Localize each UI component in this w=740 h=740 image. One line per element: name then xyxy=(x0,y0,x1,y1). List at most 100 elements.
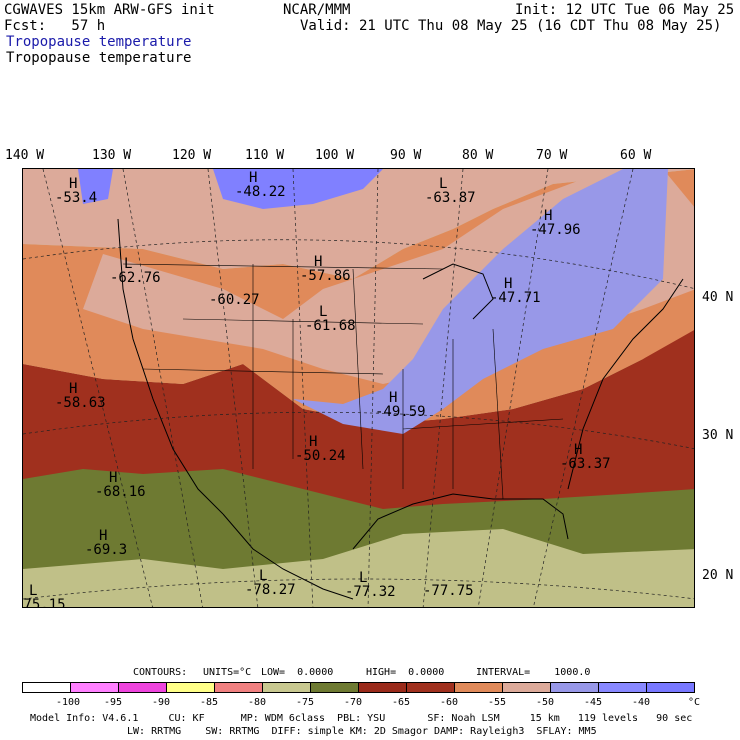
pressure-value-label: -77.75 xyxy=(423,583,474,599)
field-label-primary: Tropopause temperature xyxy=(6,34,192,50)
contours-label: CONTOURS: xyxy=(133,667,188,678)
lat-label-20n: 20 N xyxy=(702,568,734,583)
contours-high: HIGH= 0.0000 xyxy=(366,667,445,678)
pressure-value-label: -62.76 xyxy=(110,270,161,286)
legend-tick-label: -75 xyxy=(296,697,315,708)
pressure-value-label: -49.59 xyxy=(375,404,426,420)
legend-swatch xyxy=(118,682,167,693)
legend-tick-label: -95 xyxy=(104,697,123,708)
low-marker: L xyxy=(359,570,368,586)
high-marker: H xyxy=(69,381,78,397)
legend-tick-label: -45 xyxy=(584,697,603,708)
pressure-value-label: -61.68 xyxy=(305,318,356,334)
legend-tick-label: -70 xyxy=(344,697,363,708)
legend-swatch xyxy=(454,682,503,693)
legend-swatch xyxy=(70,682,119,693)
high-marker: H xyxy=(574,442,583,458)
lat-label-40n: 40 N xyxy=(702,290,734,305)
init-time: Init: 12 UTC Tue 06 May 25 xyxy=(515,2,735,18)
model-info-line1: Model Info: V4.6.1 CU: KF MP: WDM 6class… xyxy=(30,713,693,724)
low-marker: L xyxy=(439,176,448,192)
high-marker: H xyxy=(314,254,323,270)
pressure-value-label: -68.16 xyxy=(95,484,146,500)
legend-swatch xyxy=(214,682,263,693)
lon-label: 60 W xyxy=(620,148,652,163)
lat-label-30n: 30 N xyxy=(702,428,734,443)
legend-swatch xyxy=(310,682,359,693)
legend-tick-label: -65 xyxy=(392,697,411,708)
low-marker: L xyxy=(259,568,268,584)
legend-swatch xyxy=(22,682,71,693)
contours-units: UNITS=°C xyxy=(203,667,252,678)
high-marker: H xyxy=(544,208,553,224)
lon-label: 130 W xyxy=(92,148,132,163)
contours-interval: INTERVAL= 1000.0 xyxy=(476,667,591,678)
forecast-hour: Fcst: 57 h xyxy=(4,18,106,34)
legend-swatch xyxy=(262,682,311,693)
cold-region-north xyxy=(213,169,383,209)
pressure-value-label: -48.22 xyxy=(235,184,286,200)
pressure-value-label: -53.4 xyxy=(55,190,98,206)
pressure-value-label: -50.24 xyxy=(295,448,346,464)
low-marker: L xyxy=(319,304,328,320)
lon-label: 90 W xyxy=(390,148,422,163)
high-marker: H xyxy=(99,528,108,544)
legend-unit: °C xyxy=(688,697,701,708)
graticule xyxy=(23,169,694,607)
lon-label: 70 W xyxy=(536,148,568,163)
pressure-value-label: -75.15 xyxy=(23,597,66,608)
high-marker: H xyxy=(109,470,118,486)
legend-swatch xyxy=(646,682,695,693)
high-marker: H xyxy=(69,176,78,192)
map-panel: H -53.4 H -48.22 L -63.87 H -47.96 L -62.76 H -57.8… xyxy=(22,168,695,608)
state-borders xyxy=(122,263,564,500)
legend-tick-label: -50 xyxy=(536,697,555,708)
legend-swatch xyxy=(406,682,455,693)
model-info-line2: LW: RRTMG SW: RRTMG DIFF: simple KM: 2D … xyxy=(127,726,597,737)
legend-swatch xyxy=(166,682,215,693)
lon-label: 140 W xyxy=(5,148,45,163)
band-dark-red xyxy=(23,320,694,509)
legend-tick-label: -85 xyxy=(200,697,219,708)
org-title: NCAR/MMM xyxy=(283,2,351,18)
lon-label: 110 W xyxy=(245,148,285,163)
legend-swatch xyxy=(502,682,551,693)
pressure-value-label: -63.37 xyxy=(560,456,611,472)
legend-swatch xyxy=(598,682,647,693)
legend-tick-label: -40 xyxy=(632,697,651,708)
legend-tick-label: -55 xyxy=(488,697,507,708)
high-marker: H xyxy=(249,170,258,186)
low-marker: L xyxy=(29,583,38,599)
cold-region-northwest xyxy=(78,169,113,204)
pressure-value-label: -77.32 xyxy=(345,584,396,600)
pressure-value-label: -78.27 xyxy=(245,582,296,598)
model-title: CGWAVES 15km ARW-GFS init xyxy=(4,2,215,18)
pressure-value-label: -69.3 xyxy=(85,542,128,558)
pressure-value-label: -47.71 xyxy=(490,290,541,306)
legend-swatch xyxy=(358,682,407,693)
lon-label: 100 W xyxy=(315,148,355,163)
legend-tick-label: -90 xyxy=(152,697,171,708)
pressure-value-label: -60.27 xyxy=(209,292,260,308)
cold-region-east xyxy=(293,169,668,434)
low-marker: L xyxy=(124,256,133,272)
lon-label: 120 W xyxy=(172,148,212,163)
coastlines xyxy=(117,218,684,600)
pressure-value-label: -58.63 xyxy=(55,395,106,411)
contours-low: LOW= 0.0000 xyxy=(261,667,334,678)
pressure-value-label: -63.87 xyxy=(425,190,476,206)
map-svg xyxy=(23,169,694,607)
legend-swatch xyxy=(550,682,599,693)
valid-time: Valid: 21 UTC Thu 08 May 25 (16 CDT Thu … xyxy=(300,18,722,34)
legend-tick-label: -80 xyxy=(248,697,267,708)
pressure-value-label: -57.86 xyxy=(300,268,351,284)
field-label-secondary: Tropopause temperature xyxy=(6,50,192,66)
pressure-value-label: -47.96 xyxy=(530,222,581,238)
high-marker: H xyxy=(309,434,318,450)
high-marker: H xyxy=(504,276,513,292)
legend-tick-label: -100 xyxy=(56,697,81,708)
legend-tick-label: -60 xyxy=(440,697,459,708)
lon-label: 80 W xyxy=(462,148,494,163)
band-pink xyxy=(23,169,694,279)
high-marker: H xyxy=(389,390,398,406)
